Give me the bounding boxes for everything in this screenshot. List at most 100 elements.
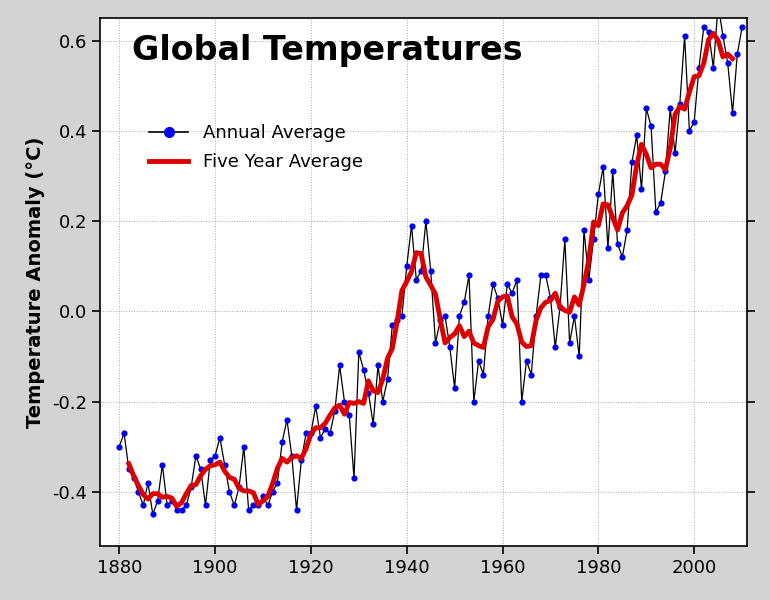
Point bbox=[578, 226, 590, 235]
Point bbox=[348, 473, 360, 483]
Point bbox=[683, 126, 695, 136]
Point bbox=[616, 253, 628, 262]
Point bbox=[262, 500, 274, 510]
Y-axis label: Temperature Anomaly (°C): Temperature Anomaly (°C) bbox=[26, 136, 45, 428]
Point bbox=[195, 464, 207, 474]
Point bbox=[276, 437, 288, 447]
Point bbox=[602, 244, 614, 253]
Point bbox=[290, 505, 303, 515]
Point bbox=[271, 478, 283, 488]
Point bbox=[180, 500, 192, 510]
Point bbox=[353, 347, 365, 357]
Point bbox=[357, 365, 370, 375]
Point bbox=[549, 343, 561, 352]
Point bbox=[132, 487, 145, 497]
Point bbox=[482, 311, 494, 320]
Point bbox=[286, 451, 298, 461]
Point bbox=[156, 460, 169, 470]
Point bbox=[477, 370, 490, 379]
Point bbox=[343, 410, 356, 420]
Point bbox=[219, 460, 231, 470]
Point bbox=[310, 401, 322, 411]
Point bbox=[405, 221, 417, 230]
Text: Global Temperatures: Global Temperatures bbox=[132, 34, 523, 67]
Point bbox=[243, 505, 255, 515]
Point bbox=[678, 31, 691, 41]
Point bbox=[372, 361, 384, 370]
Point bbox=[391, 316, 403, 325]
Point bbox=[424, 266, 437, 275]
Point bbox=[146, 509, 159, 519]
Point bbox=[458, 298, 470, 307]
Point bbox=[473, 356, 485, 366]
Point bbox=[295, 455, 307, 465]
Point bbox=[377, 397, 389, 406]
Point bbox=[592, 189, 604, 199]
Point bbox=[324, 428, 336, 438]
Point bbox=[266, 487, 279, 497]
Point bbox=[300, 428, 313, 438]
Point bbox=[214, 433, 226, 442]
Point bbox=[204, 455, 216, 465]
Point bbox=[448, 383, 460, 393]
Point bbox=[333, 361, 346, 370]
Point bbox=[521, 356, 533, 366]
Point bbox=[736, 22, 748, 32]
Point bbox=[189, 451, 202, 461]
Point bbox=[525, 370, 537, 379]
Point bbox=[645, 122, 658, 131]
Point bbox=[329, 406, 341, 415]
Point bbox=[223, 487, 236, 497]
Point bbox=[698, 22, 710, 32]
Point bbox=[142, 478, 154, 488]
Point bbox=[702, 27, 715, 37]
Point bbox=[568, 311, 581, 320]
Point bbox=[530, 311, 542, 320]
Point bbox=[707, 63, 719, 73]
Point bbox=[400, 262, 413, 271]
Point bbox=[721, 58, 734, 68]
Point bbox=[564, 338, 576, 348]
Point bbox=[444, 343, 456, 352]
Point bbox=[137, 500, 149, 510]
Point bbox=[654, 198, 667, 208]
Point bbox=[228, 500, 240, 510]
Point bbox=[573, 352, 585, 361]
Point bbox=[732, 49, 744, 59]
Point bbox=[501, 280, 514, 289]
Point bbox=[362, 388, 374, 397]
Point bbox=[635, 185, 648, 194]
Point bbox=[659, 167, 671, 176]
Point bbox=[597, 162, 609, 172]
Point bbox=[247, 500, 259, 510]
Point bbox=[554, 302, 566, 311]
Point bbox=[176, 505, 188, 515]
Point bbox=[430, 338, 442, 348]
Point bbox=[467, 397, 480, 406]
Point bbox=[199, 500, 212, 510]
Point bbox=[122, 464, 135, 474]
Point bbox=[209, 451, 221, 461]
Point bbox=[491, 293, 504, 302]
Point bbox=[669, 149, 681, 158]
Point bbox=[161, 500, 173, 510]
Point bbox=[712, 0, 725, 9]
Point bbox=[305, 428, 317, 438]
Legend: Annual Average, Five Year Average: Annual Average, Five Year Average bbox=[142, 117, 370, 178]
Point bbox=[631, 131, 643, 140]
Point bbox=[611, 239, 624, 248]
Point bbox=[171, 505, 183, 515]
Point bbox=[396, 311, 408, 320]
Point bbox=[410, 275, 423, 284]
Point bbox=[338, 397, 350, 406]
Point bbox=[463, 271, 475, 280]
Point bbox=[252, 500, 264, 510]
Point bbox=[559, 235, 571, 244]
Point bbox=[540, 271, 552, 280]
Point bbox=[607, 167, 619, 176]
Point bbox=[319, 424, 331, 433]
Point bbox=[257, 491, 270, 501]
Point bbox=[511, 275, 523, 284]
Point bbox=[583, 275, 595, 284]
Point bbox=[544, 293, 557, 302]
